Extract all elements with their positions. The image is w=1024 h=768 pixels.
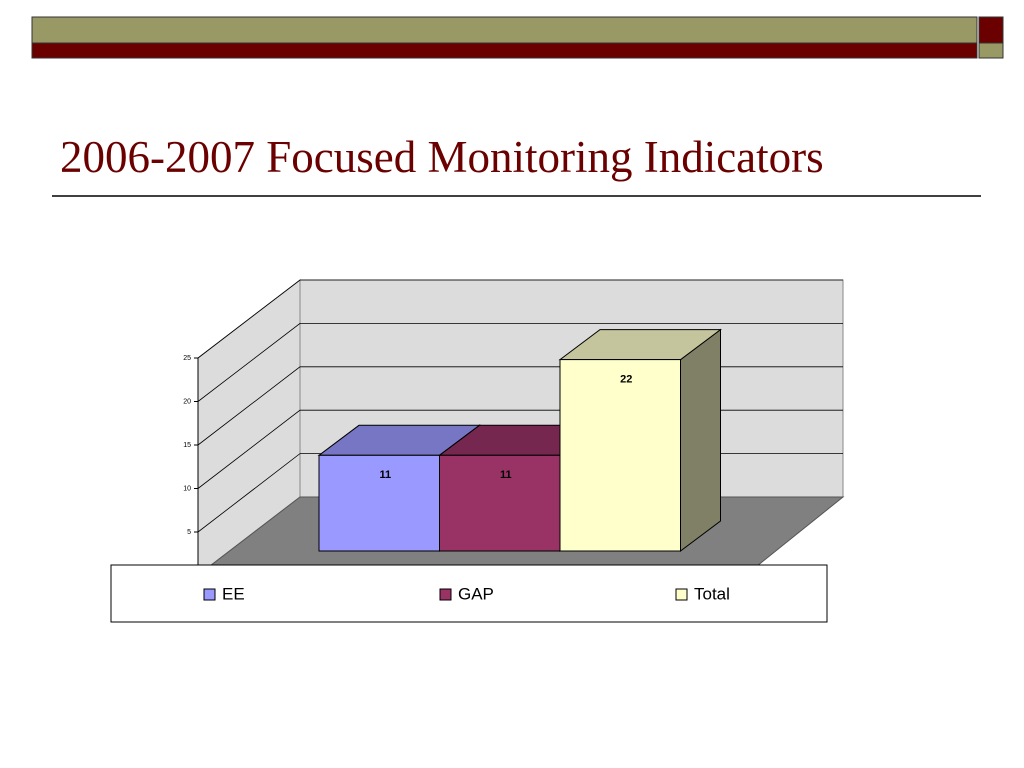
header-bar: [31, 16, 978, 44]
grid-line: [197, 322, 843, 402]
legend-swatch: [439, 588, 452, 601]
bar: [439, 454, 561, 552]
header-square: [978, 16, 1004, 44]
y-tick-label: 25: [183, 355, 191, 362]
data-label: 11: [500, 469, 512, 481]
y-tick-label: 10: [183, 485, 191, 492]
bar-side: [680, 328, 721, 552]
header-square: [978, 42, 1004, 59]
legend-label: EE: [222, 584, 245, 603]
legend: [110, 564, 828, 623]
y-tick-label: 20: [183, 398, 191, 405]
data-label: 11: [379, 469, 391, 481]
legend-swatch: [203, 588, 216, 601]
legend-label: Total: [694, 584, 730, 603]
y-tick-label: 5: [187, 529, 191, 536]
legend-swatch: [675, 588, 688, 601]
data-label: 22: [620, 374, 632, 386]
y-tick-label: 15: [183, 442, 191, 449]
slide-title: 2006-2007 Focused Monitoring Indicators: [60, 132, 824, 182]
bar: [559, 359, 681, 552]
legend-label: GAP: [458, 584, 494, 603]
grid-line: [197, 279, 843, 359]
header-bar: [31, 42, 978, 59]
